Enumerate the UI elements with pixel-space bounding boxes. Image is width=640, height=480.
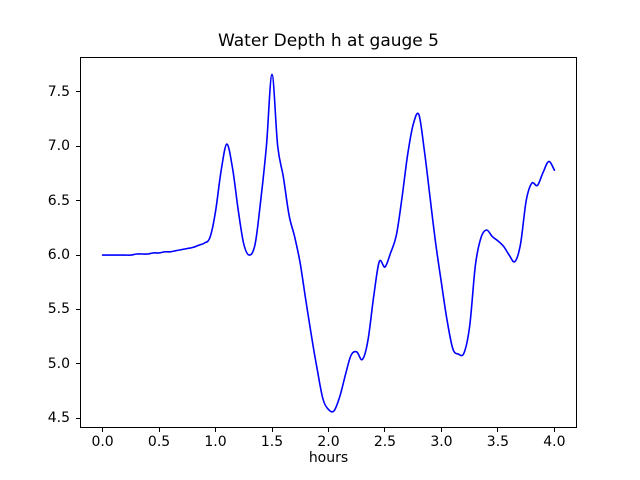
x-tick-label: 1.5 <box>260 434 284 450</box>
x-tick-label: 3.5 <box>486 434 510 450</box>
x-axis-label: hours <box>308 450 349 466</box>
chart-title: Water Depth h at gauge 5 <box>218 31 439 51</box>
y-tick-mark <box>76 254 80 256</box>
y-tick-mark <box>76 308 80 310</box>
x-tick-mark <box>440 428 442 432</box>
x-tick-label: 2.0 <box>317 434 340 450</box>
x-tick-label: 0.5 <box>147 434 171 450</box>
y-tick-mark <box>76 417 80 419</box>
y-tick-mark <box>76 145 80 147</box>
water-depth-line <box>101 73 556 413</box>
x-tick-mark <box>384 428 386 432</box>
y-tick-label: 6.0 <box>47 247 70 264</box>
y-tick-mark <box>76 200 80 202</box>
x-tick-label: 2.5 <box>373 434 397 450</box>
y-tick-label: 5.0 <box>47 355 70 372</box>
x-tick-mark <box>215 428 217 432</box>
x-tick-mark <box>102 428 104 432</box>
y-tick-label: 4.5 <box>47 410 70 427</box>
x-tick-mark <box>328 428 329 432</box>
y-tick-mark <box>76 363 80 365</box>
x-tick-label: 3.0 <box>430 434 453 450</box>
x-tick-mark <box>497 428 499 432</box>
x-tick-label: 1.0 <box>204 434 227 450</box>
x-tick-label: 4.0 <box>543 434 566 450</box>
y-tick-label: 6.5 <box>47 192 70 209</box>
y-tick-label: 5.5 <box>47 301 70 318</box>
y-tick-label: 7.0 <box>47 138 70 155</box>
plot-area <box>80 57 577 428</box>
y-tick-mark <box>76 91 80 93</box>
y-tick-label: 7.5 <box>47 83 70 100</box>
x-tick-mark <box>271 428 273 432</box>
x-tick-label: 0.0 <box>91 434 114 450</box>
x-tick-mark <box>158 428 160 432</box>
x-tick-mark <box>553 428 555 432</box>
